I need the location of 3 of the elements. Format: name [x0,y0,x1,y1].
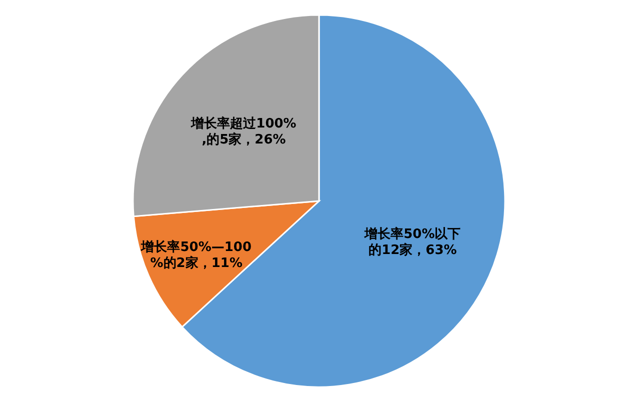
slice-label: 增长率50%—100%的2家，11% [140,238,252,270]
slice-label: 增长率50%以下的12家，63% [364,226,461,258]
slice-label: 增长率超过100%,的5家，26% [190,115,296,148]
